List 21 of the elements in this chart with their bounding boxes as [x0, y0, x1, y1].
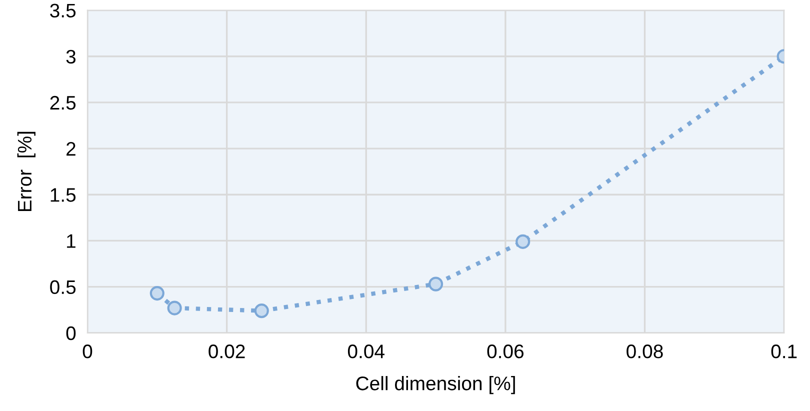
x-tick-label: 0.1: [771, 344, 797, 358]
y-tick-label: 3: [66, 50, 76, 64]
x-tick-label: 0.04: [348, 344, 384, 358]
y-tick-label: 1.5: [50, 188, 76, 202]
x-axis-title: Cell dimension [%]: [356, 376, 515, 394]
point: [516, 234, 530, 249]
x-tick-label: 0: [82, 344, 92, 358]
y-tick-label: 0: [66, 326, 76, 340]
y-tick-label: 2.5: [50, 96, 76, 110]
point: [167, 300, 182, 316]
y-tick-label: 1: [67, 234, 76, 248]
point: [428, 276, 444, 292]
x-tick-label: 0.02: [208, 344, 245, 358]
y-tick-label: 3.5: [50, 4, 76, 18]
point: [254, 303, 269, 318]
y-tick-label: 0.5: [50, 280, 76, 294]
x-tick-label: 0.08: [626, 344, 663, 358]
point: [150, 286, 164, 301]
y-tick-label: 2: [66, 142, 76, 156]
y-axis-title: Error [%]: [17, 132, 36, 212]
x-tick-label: 0.06: [487, 344, 524, 358]
